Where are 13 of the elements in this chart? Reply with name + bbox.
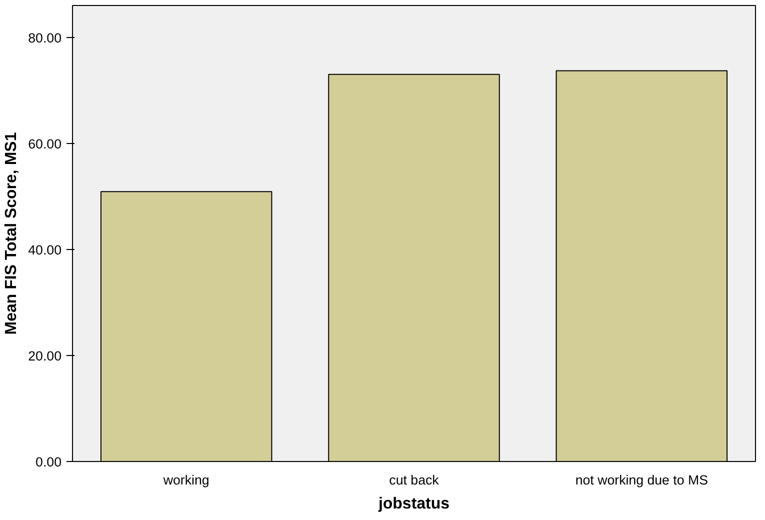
- x-axis-title: jobstatus: [377, 496, 450, 512]
- y-tick-label: 20.00: [28, 348, 62, 364]
- bar: [556, 70, 728, 462]
- y-tick-label: 60.00: [28, 136, 62, 152]
- y-tick-label: 40.00: [28, 242, 62, 258]
- bar: [328, 74, 500, 462]
- y-axis-title: Mean FIS Total Score, MS1: [3, 132, 20, 335]
- x-tick-label: working: [162, 472, 210, 488]
- x-tick-label: cut back: [389, 472, 440, 488]
- y-tick-label: 80.00: [28, 30, 62, 46]
- x-tick-label: not working due to MS: [575, 472, 708, 488]
- bar: [100, 191, 272, 462]
- y-tick-label: 0.00: [36, 454, 62, 470]
